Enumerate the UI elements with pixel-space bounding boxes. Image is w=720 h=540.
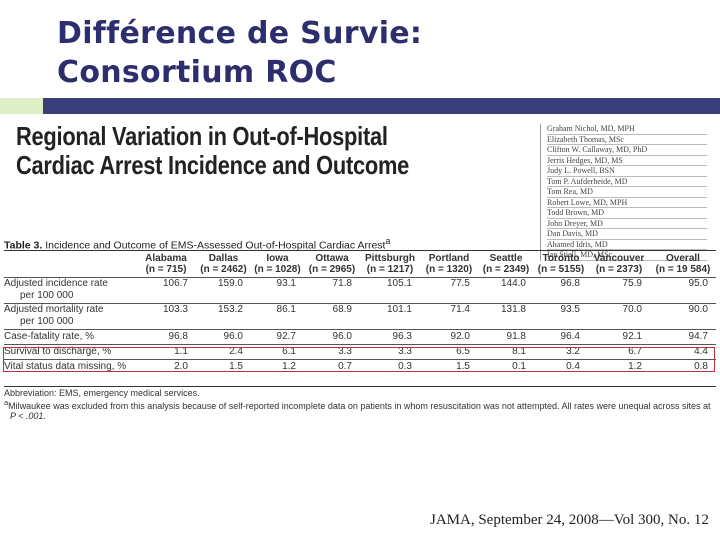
table-cell: 0.4 — [534, 358, 588, 374]
table-cell: 92.1 — [588, 328, 650, 344]
table-row-missing: Vital status data missing, % 2.0 1.5 1.2… — [4, 358, 716, 374]
table-cell: 77.5 — [420, 276, 478, 303]
table-cell: 144.0 — [478, 276, 534, 303]
table-cell: 153.2 — [196, 302, 251, 329]
table-cell: 95.0 — [650, 276, 716, 303]
row-label: Case-fatality rate, % — [4, 328, 136, 344]
footnote-abbreviation: Abbreviation: EMS, emergency medical ser… — [4, 388, 200, 398]
table-cell: 131.8 — [478, 302, 534, 329]
column-header: Ottawa (n = 2965) — [308, 252, 356, 275]
table-row-incidence: Adjusted incidence rate per 100 000 106.7… — [4, 276, 716, 303]
table-cell: 159.0 — [196, 276, 251, 303]
author-item: Dan Davis, MD — [547, 229, 707, 240]
table-cell: 103.3 — [136, 302, 196, 329]
table-cell: 93.1 — [251, 276, 304, 303]
footnote-a: aMilwaukee was excluded from this analys… — [4, 398, 711, 411]
author-item: Elizabeth Thomas, MSc — [547, 135, 707, 145]
article-title: Regional Variation in Out-of-Hospital Ca… — [16, 122, 409, 180]
table-caption-text: Incidence and Outcome of EMS-Assessed Ou… — [42, 239, 386, 252]
table-cell: 1.5 — [420, 358, 478, 374]
table-cell: 71.8 — [304, 276, 360, 303]
article-title-line1: Regional Variation in Out-of-Hospital — [16, 121, 388, 151]
table-cell: 75.9 — [588, 276, 650, 303]
footnote-p: P < .001. — [10, 411, 46, 421]
row-label: Vital status data missing, % — [4, 358, 136, 374]
table-cell: 96.4 — [534, 328, 588, 344]
column-header: Iowa (n = 1028) — [254, 252, 301, 275]
row-label: Adjusted incidence rate per 100 000 — [4, 276, 136, 303]
table-cell: 1.2 — [251, 358, 304, 374]
accent-bar-green — [0, 98, 43, 114]
table-cell: 93.5 — [534, 302, 588, 329]
table-bottom-rule — [4, 386, 716, 387]
column-header: Seattle (n = 2349) — [482, 252, 530, 275]
column-header: Vancouver (n = 2373) — [593, 252, 645, 275]
table-cell: 70.0 — [588, 302, 650, 329]
table-footnotes: Abbreviation: EMS, emergency medical ser… — [4, 388, 716, 421]
column-header: Portland (n = 1320) — [425, 252, 473, 275]
table-cell: 96.8 — [534, 276, 588, 303]
table-row-mortality: Adjusted mortality rate per 100 000 103.3… — [4, 302, 716, 329]
table-top-rule — [4, 250, 716, 251]
author-item: Judy L. Powell, BSN — [547, 166, 707, 177]
table-cell: 68.9 — [304, 302, 360, 329]
author-item: Todd Brown, MD — [547, 208, 707, 219]
table-cell: 96.0 — [196, 328, 251, 344]
header-blank — [4, 251, 136, 277]
table-cell: 71.4 — [420, 302, 478, 329]
author-item: Graham Nichol, MD, MPH — [547, 124, 707, 135]
table-cell: 86.1 — [251, 302, 304, 329]
table-cell: 92.0 — [420, 328, 478, 344]
table-cell: 2.0 — [136, 358, 196, 374]
table-caption-mark: a — [385, 236, 391, 246]
accent-bar-navy — [43, 98, 720, 114]
table-header-row: Alabama (n = 715) Dallas (n = 2462) Iowa (n… — [4, 251, 716, 277]
author-item: Robert Lowe, MD, MPH — [547, 198, 707, 208]
slide-title-line1: Différence de Survie: — [57, 16, 423, 51]
author-list: Graham Nichol, MD, MPH Elizabeth Thomas,… — [540, 124, 707, 261]
author-item: Ian Stiell, MD, MSc — [547, 250, 707, 261]
table-cell: 106.7 — [136, 276, 196, 303]
table-cell: 96.3 — [360, 328, 420, 344]
author-item: John Dreyer, MD — [547, 219, 707, 229]
journal-citation: JAMA, September 24, 2008—Vol 300, No. 12 — [430, 512, 709, 528]
row-label: Adjusted mortality rate per 100 000 — [4, 302, 136, 329]
author-item: Ahamed Idris, MD — [547, 240, 707, 250]
table-caption: Table 3. Incidence and Outcome of EMS-As… — [4, 236, 390, 252]
table-caption-label: Table 3. — [4, 239, 43, 252]
table-cell: 96.8 — [136, 328, 196, 344]
article-title-line2: Cardiac Arrest Incidence and Outcome — [16, 150, 410, 180]
table-cell: 101.1 — [360, 302, 420, 329]
author-item: Jerris Hedges, MD, MS — [547, 156, 707, 166]
column-header: Alabama (n = 715) — [145, 252, 187, 275]
author-item: Tom Rea, MD — [547, 187, 707, 198]
survival-row-highlight — [3, 347, 715, 372]
author-item: Tom P. Aufderheide, MD — [547, 177, 707, 187]
column-header: Toronto (n = 5155) — [537, 252, 585, 275]
table-cell: 0.1 — [478, 358, 534, 374]
author-item: Clifton W. Callaway, MD, PhD — [547, 145, 707, 156]
column-header: Pittsburgh (n = 1217) — [365, 252, 415, 275]
table-row-case-fatality: Case-fatality rate, % 96.8 96.0 92.7 96.… — [4, 328, 716, 344]
column-header: Dallas (n = 2462) — [200, 252, 247, 275]
column-header: Overall (n = 19 584) — [655, 252, 711, 275]
table-cell: 0.8 — [650, 358, 716, 374]
table-cell: 96.0 — [304, 328, 360, 344]
table-cell: 1.5 — [196, 358, 251, 374]
slide-title: Différence de Survie: Consortium ROC — [57, 14, 422, 92]
table-cell: 0.7 — [304, 358, 360, 374]
table-cell: 90.0 — [650, 302, 716, 329]
table-cell: 94.7 — [650, 328, 716, 344]
table-cell: 105.1 — [360, 276, 420, 303]
table-cell: 1.2 — [588, 358, 650, 374]
table-cell: 92.7 — [251, 328, 304, 344]
table-cell: 0.3 — [360, 358, 420, 374]
slide-title-line2: Consortium ROC — [57, 55, 337, 90]
table-cell: 91.8 — [478, 328, 534, 344]
